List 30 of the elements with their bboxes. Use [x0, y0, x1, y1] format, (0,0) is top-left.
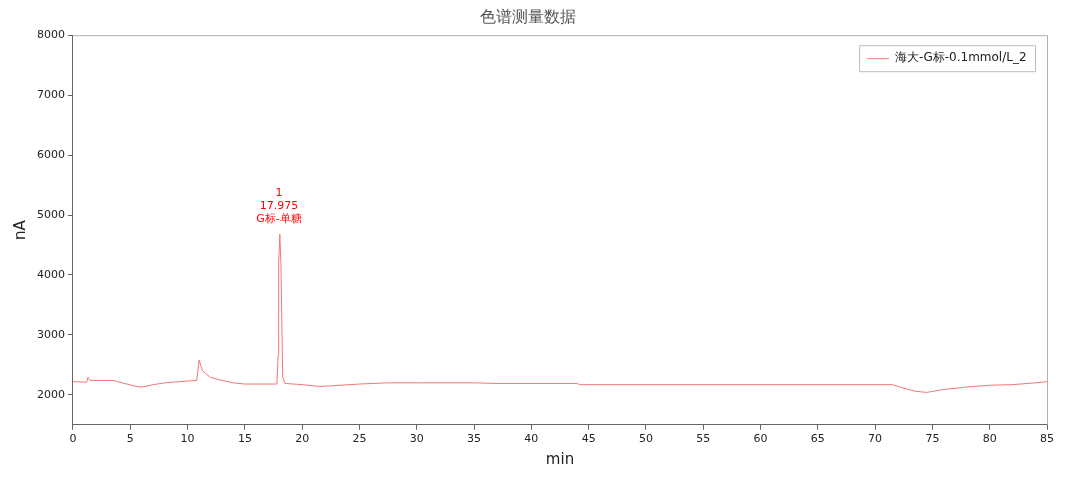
- x-tick-label: 30: [409, 432, 424, 446]
- chart-title: 色谱测量数据: [479, 6, 576, 26]
- y-tick-label: 3000: [36, 327, 65, 341]
- x-tick-label: 60: [753, 432, 768, 446]
- x-tick-label: 15: [237, 432, 252, 446]
- y-tick-label: 7000: [36, 88, 65, 101]
- x-tick-label: 75: [925, 432, 940, 446]
- x-tick-label: 55: [696, 432, 711, 446]
- x-tick-label: 80: [982, 432, 997, 446]
- legend-label: 海大-G标-0.1mmol/L_2: [895, 50, 1027, 65]
- x-tick-label: 5: [126, 432, 134, 446]
- y-tick-label: 4000: [36, 267, 65, 281]
- x-tick-label: 45: [581, 432, 596, 446]
- x-tick-label: 50: [638, 432, 653, 446]
- x-axis-title: min: [545, 449, 575, 468]
- y-tick-label: 8000: [36, 28, 65, 42]
- y-tick-label: 5000: [36, 207, 65, 221]
- x-tick-label: 20: [295, 432, 310, 446]
- x-tick-label: 70: [868, 432, 883, 446]
- x-tick-label: 40: [524, 432, 539, 446]
- x-tick-label: 65: [810, 432, 825, 446]
- x-tick-label: 10: [180, 432, 195, 446]
- y-tick-label: 2000: [36, 387, 65, 401]
- x-tick-label: 25: [352, 432, 367, 446]
- y-tick-label: 6000: [36, 147, 65, 161]
- annotation: 1 17.975 G标-单糖: [256, 185, 302, 225]
- x-tick-label: 0: [69, 432, 77, 446]
- x-tick-label: 85: [1040, 432, 1054, 446]
- x-tick-label: 35: [467, 432, 482, 446]
- y-axis-title: nA: [10, 219, 29, 240]
